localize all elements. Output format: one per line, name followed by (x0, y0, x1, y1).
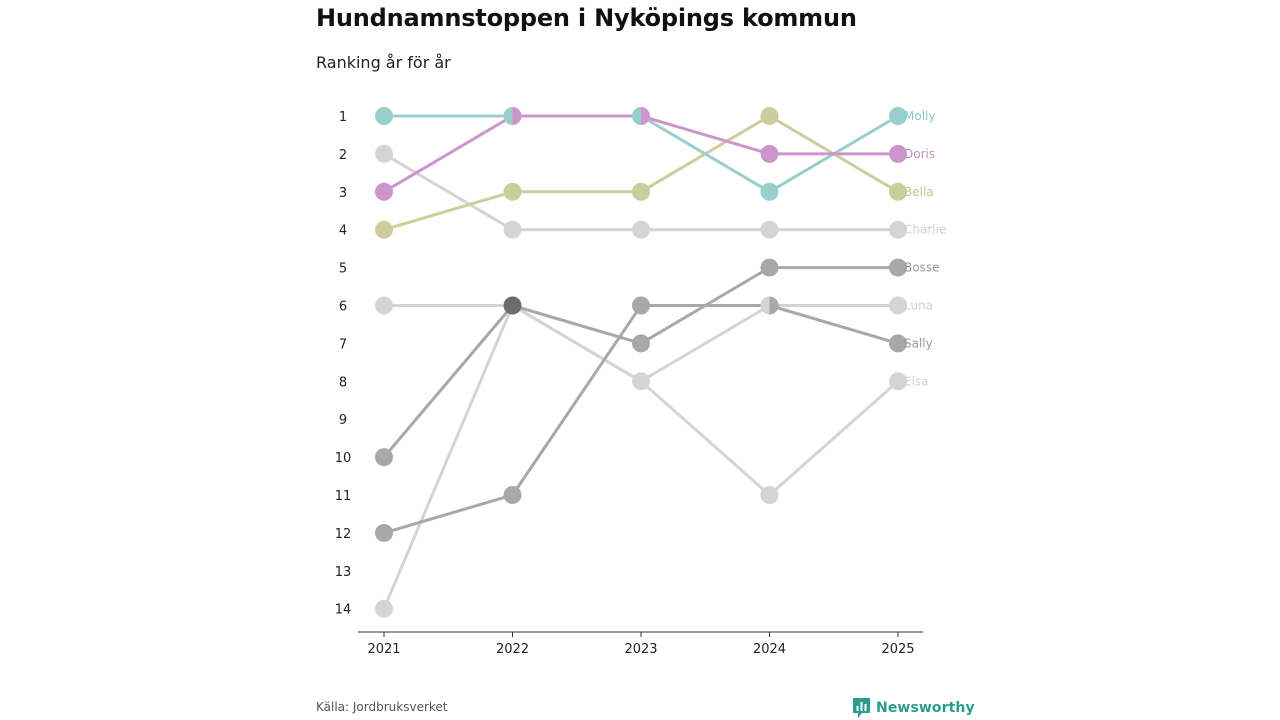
data-point-charlie (503, 220, 522, 239)
data-point-charlie (889, 220, 907, 239)
newsworthy-logo-icon (853, 698, 870, 718)
y-tick-label: 13 (335, 565, 352, 580)
data-point-bosse (375, 448, 393, 467)
data-point-doris (375, 182, 393, 201)
data-point-elsa (889, 372, 907, 391)
data-point-bella (632, 182, 650, 201)
y-tick-label: 6 (339, 300, 347, 315)
series-label-bosse: Bosse (904, 261, 939, 275)
data-point-doris (641, 107, 650, 125)
data-point-bosse (889, 258, 907, 277)
series-label-molly: Molly (904, 109, 935, 123)
chart-subtitle: Ranking år för år (316, 53, 451, 72)
series-label-bella: Bella (904, 185, 934, 199)
data-point-overlap (503, 296, 522, 315)
data-point-doris (760, 144, 779, 163)
data-point-sally (889, 334, 907, 353)
data-point-molly (889, 107, 907, 125)
data-point-charlie (760, 220, 779, 239)
data-point-elsa (632, 372, 641, 391)
series-label-luna: Luna (904, 299, 933, 313)
data-point-luna (889, 296, 907, 315)
brand-name: Newsworthy (876, 700, 975, 716)
y-tick-label: 11 (335, 489, 352, 504)
x-axis-ticks: 2021 2022 2023 2024 2025 (367, 632, 915, 657)
data-point-bosse (632, 334, 650, 353)
source-note: Källa: Jordbruksverket (316, 700, 448, 714)
data-point-luna (375, 296, 393, 315)
series-label-charlie: Charlie (904, 223, 946, 237)
y-tick-label: 5 (339, 262, 347, 277)
y-tick-label: 1 (339, 110, 347, 125)
x-tick-label: 2023 (624, 642, 657, 657)
y-tick-label: 10 (335, 451, 352, 466)
data-point-molly (632, 107, 641, 125)
data-point-luna (760, 296, 770, 315)
data-point-elsa (375, 599, 393, 618)
y-tick-label: 9 (339, 413, 347, 428)
series-label-elsa: Elsa (904, 374, 929, 388)
y-tick-label: 12 (335, 527, 352, 542)
data-point-charlie (375, 144, 393, 163)
data-point-bella (375, 220, 393, 239)
y-tick-label: 3 (339, 186, 347, 201)
y-tick-label: 8 (339, 375, 347, 390)
y-tick-label: 4 (339, 224, 347, 239)
y-tick-label: 2 (339, 148, 347, 163)
chart-title: Hundnamnstoppen i Nyköpings kommun (316, 4, 857, 32)
data-point-charlie (632, 220, 650, 239)
data-point-doris (512, 107, 522, 125)
data-point-sally (503, 486, 522, 504)
data-point-molly (375, 107, 393, 125)
series-label-doris: Doris (904, 147, 935, 161)
y-tick-label: 7 (339, 337, 347, 352)
brand-logo: Newsworthy (852, 697, 975, 719)
data-point-bella (889, 182, 907, 201)
x-tick-label: 2024 (753, 642, 786, 657)
data-point-luna (641, 372, 650, 391)
series-line-bella (382, 114, 900, 232)
data-point-sally (769, 296, 779, 315)
data-point-doris (889, 144, 907, 163)
data-point-molly (760, 182, 779, 201)
data-point-elsa (760, 486, 779, 504)
series-points (375, 107, 907, 618)
x-tick-label: 2022 (496, 642, 529, 657)
series-label-sally: Sally (904, 336, 933, 350)
data-point-bosse (760, 258, 779, 277)
data-point-sally (375, 523, 393, 542)
series-line-doris (382, 114, 900, 194)
data-point-molly (503, 107, 513, 125)
data-point-bella (503, 182, 522, 201)
x-tick-label: 2025 (881, 642, 914, 657)
data-point-sally (632, 296, 650, 315)
data-point-bella (760, 107, 779, 125)
x-tick-label: 2021 (367, 642, 400, 657)
series-end-labels: Elsa Luna Charlie Sally Bosse Bella Molly Doris (904, 109, 946, 388)
y-tick-label: 14 (335, 603, 352, 618)
